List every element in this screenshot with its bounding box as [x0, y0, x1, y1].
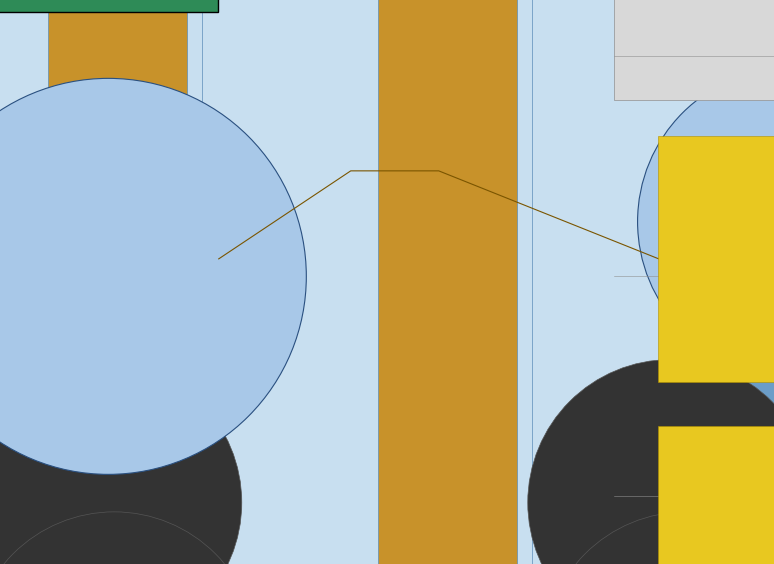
Text: 8. The hard drives
are shipped back to
the customer.: 8. The hard drives are shipped back to t… — [224, 316, 321, 354]
Circle shape — [681, 17, 774, 325]
FancyBboxPatch shape — [0, 0, 539, 459]
Text: Complete: Complete — [269, 470, 334, 483]
Circle shape — [0, 512, 257, 564]
Text: Export Job Flow: Export Job Flow — [14, 24, 122, 38]
FancyBboxPatch shape — [615, 0, 774, 100]
FancyBboxPatch shape — [570, 0, 774, 509]
FancyBboxPatch shape — [0, 0, 33, 564]
Circle shape — [132, 0, 484, 68]
FancyBboxPatch shape — [680, 192, 774, 458]
FancyBboxPatch shape — [532, 0, 708, 564]
Circle shape — [543, 512, 774, 564]
FancyBboxPatch shape — [659, 426, 774, 564]
FancyBboxPatch shape — [0, 0, 48, 564]
Circle shape — [638, 68, 774, 376]
Text: Packaging: Packaging — [477, 470, 545, 483]
Text: Shipping: Shipping — [358, 67, 416, 80]
FancyBboxPatch shape — [187, 0, 362, 564]
FancyBboxPatch shape — [538, 0, 774, 416]
FancyBboxPatch shape — [516, 0, 693, 564]
FancyBboxPatch shape — [0, 0, 554, 564]
Text: Job state: Job state — [66, 519, 118, 532]
Text: 7. The hard drives
are packaged
for return shipping.: 7. The hard drives are packaged for retu… — [410, 321, 505, 359]
FancyBboxPatch shape — [0, 0, 218, 12]
Circle shape — [528, 360, 774, 564]
Text: 1. The customer
creates an export
job using the Azure
Portal.: 1. The customer creates an export job us… — [120, 200, 214, 252]
Text: Creating: Creating — [29, 264, 87, 277]
FancyBboxPatch shape — [219, 259, 659, 564]
FancyBboxPatch shape — [553, 82, 774, 564]
FancyBboxPatch shape — [0, 0, 87, 464]
FancyBboxPatch shape — [0, 0, 396, 564]
FancyBboxPatch shape — [615, 0, 774, 564]
FancyBboxPatch shape — [131, 0, 485, 245]
Text: 2. The customer ships the hard drives to
the data center.
3. The carrier deliver: 2. The customer ships the hard drives to… — [240, 118, 439, 170]
FancyBboxPatch shape — [202, 0, 378, 564]
Circle shape — [0, 360, 241, 564]
Text: 4. The hard drives are processed at the data center.
5. The data is copied from : 4. The hard drives are processed at the … — [364, 197, 618, 249]
Circle shape — [0, 78, 307, 474]
FancyBboxPatch shape — [659, 135, 774, 382]
Text: Transferring: Transferring — [653, 281, 732, 294]
